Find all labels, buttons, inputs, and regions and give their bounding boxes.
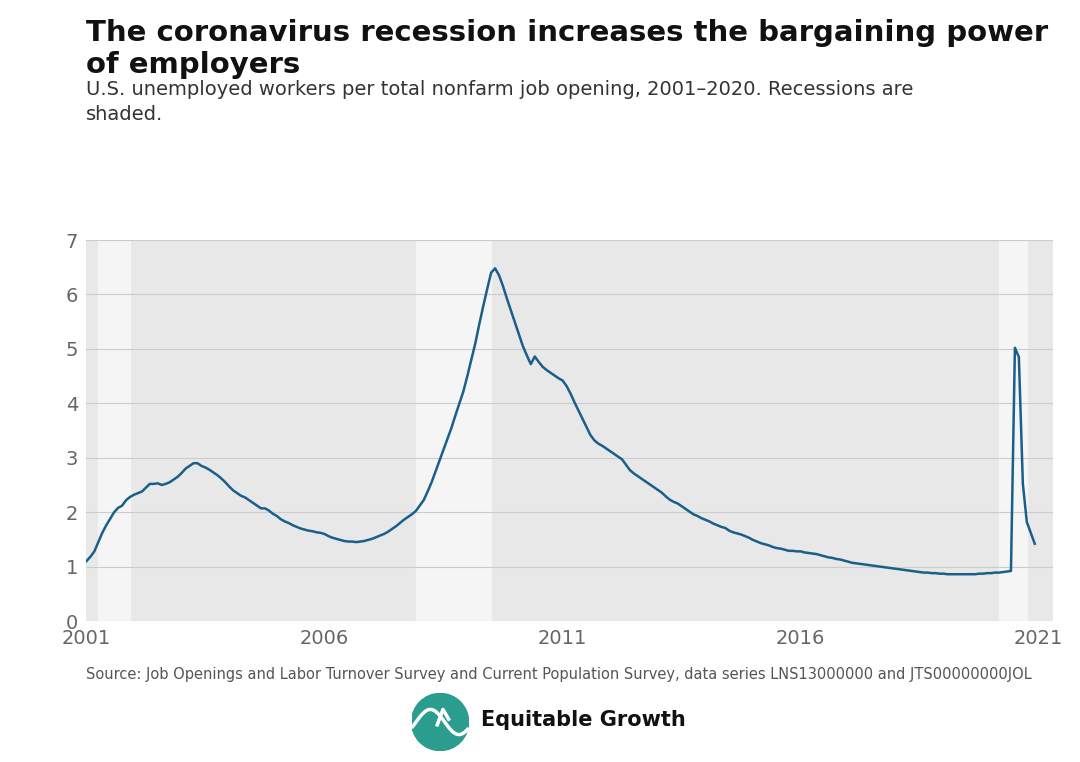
Bar <box>999 240 1027 621</box>
Bar <box>416 240 491 621</box>
Bar <box>98 240 131 621</box>
Text: Equitable Growth: Equitable Growth <box>481 710 686 730</box>
Text: The coronavirus recession increases the bargaining power of employers: The coronavirus recession increases the … <box>86 19 1049 79</box>
Text: U.S. unemployed workers per total nonfarm job opening, 2001–2020. Recessions are: U.S. unemployed workers per total nonfar… <box>86 80 914 124</box>
Text: Source: Job Openings and Labor Turnover Survey and Current Population Survey, da: Source: Job Openings and Labor Turnover … <box>86 667 1032 682</box>
Circle shape <box>411 693 469 751</box>
